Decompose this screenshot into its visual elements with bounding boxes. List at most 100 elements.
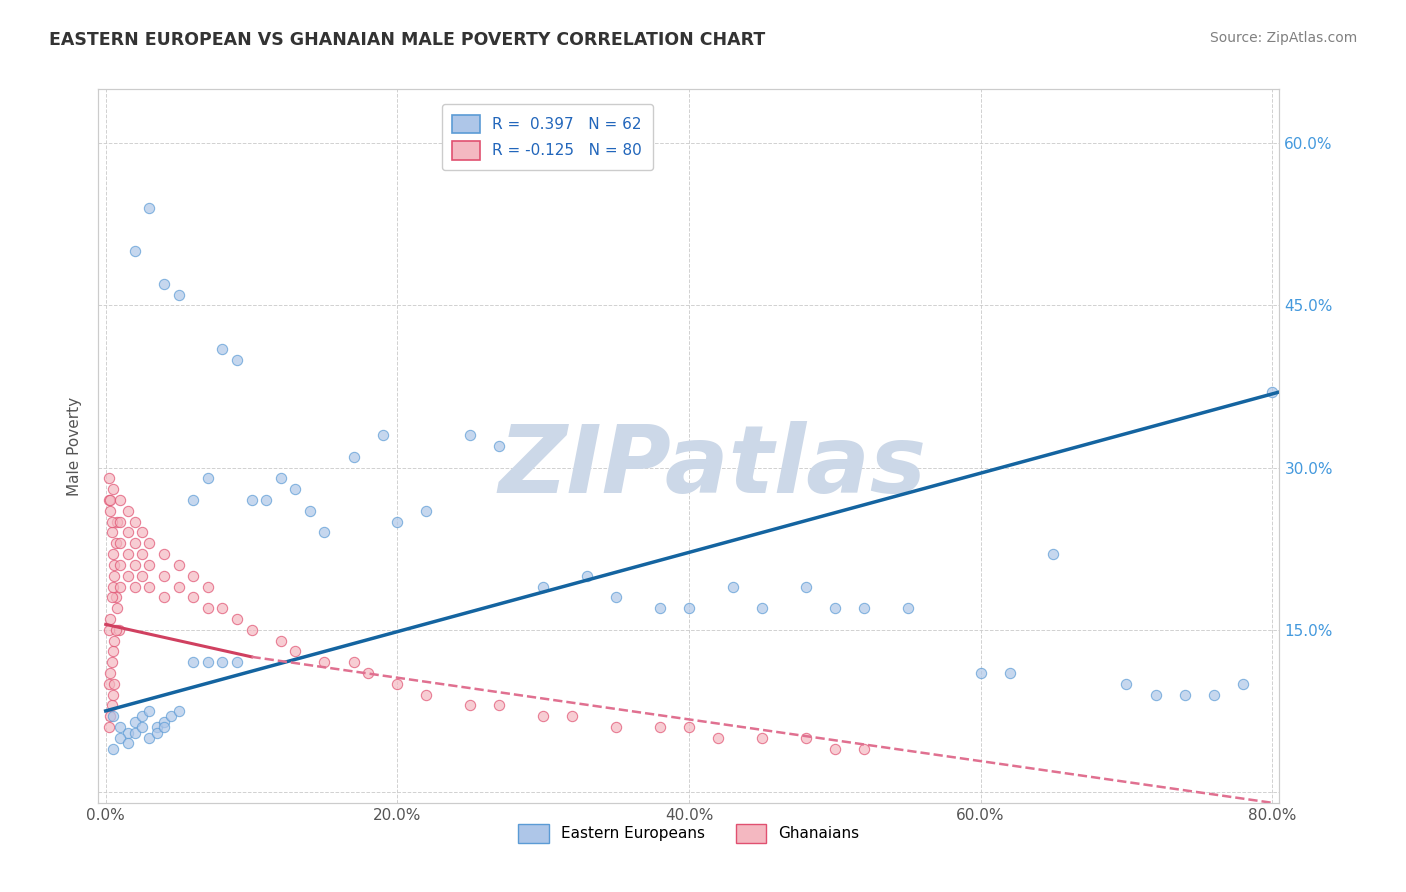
Point: [103, 677, 125, 691]
Point: [101, 741, 124, 756]
Point: [138, 580, 160, 594]
Point: [721, 580, 744, 594]
Point: [110, 558, 132, 572]
Point: [104, 536, 127, 550]
Point: [181, 493, 204, 508]
Point: [167, 558, 190, 572]
Point: [131, 720, 153, 734]
Point: [101, 644, 124, 658]
Point: [153, 277, 176, 291]
Point: [387, 515, 409, 529]
Point: [415, 688, 437, 702]
Point: [197, 655, 219, 669]
Point: [270, 633, 292, 648]
Point: [100, 698, 122, 713]
Point: [707, 731, 730, 745]
Point: [488, 439, 510, 453]
Point: [124, 580, 146, 594]
Point: [153, 568, 176, 582]
Point: [124, 515, 146, 529]
Point: [969, 666, 991, 681]
Point: [226, 655, 249, 669]
Point: [181, 591, 204, 605]
Legend: Eastern Europeans, Ghanaians: Eastern Europeans, Ghanaians: [512, 818, 866, 848]
Point: [117, 547, 139, 561]
Point: [138, 731, 160, 745]
Point: [98, 666, 121, 681]
Point: [852, 741, 875, 756]
Point: [458, 428, 481, 442]
Text: ZIPatlas: ZIPatlas: [499, 421, 927, 514]
Point: [145, 725, 167, 739]
Point: [751, 731, 773, 745]
Y-axis label: Male Poverty: Male Poverty: [67, 396, 83, 496]
Text: Source: ZipAtlas.com: Source: ZipAtlas.com: [1209, 31, 1357, 45]
Point: [605, 720, 627, 734]
Point: [101, 547, 124, 561]
Point: [284, 644, 307, 658]
Point: [488, 698, 510, 713]
Point: [131, 709, 153, 723]
Point: [211, 655, 233, 669]
Point: [794, 580, 817, 594]
Point: [298, 504, 321, 518]
Point: [138, 536, 160, 550]
Point: [98, 612, 121, 626]
Point: [153, 591, 176, 605]
Point: [226, 612, 249, 626]
Point: [181, 568, 204, 582]
Point: [254, 493, 277, 508]
Point: [98, 504, 121, 518]
Point: [98, 709, 121, 723]
Point: [1042, 547, 1064, 561]
Point: [108, 623, 131, 637]
Point: [1115, 677, 1137, 691]
Point: [104, 623, 127, 637]
Point: [97, 720, 120, 734]
Point: [105, 601, 128, 615]
Point: [387, 677, 409, 691]
Point: [124, 558, 146, 572]
Point: [124, 714, 146, 729]
Point: [103, 568, 125, 582]
Point: [103, 633, 125, 648]
Point: [110, 580, 132, 594]
Point: [131, 568, 153, 582]
Point: [1232, 677, 1254, 691]
Point: [117, 525, 139, 540]
Point: [117, 725, 139, 739]
Point: [103, 558, 125, 572]
Point: [1261, 384, 1284, 399]
Text: EASTERN EUROPEAN VS GHANAIAN MALE POVERTY CORRELATION CHART: EASTERN EUROPEAN VS GHANAIAN MALE POVERT…: [49, 31, 765, 49]
Point: [1144, 688, 1167, 702]
Point: [458, 698, 481, 713]
Point: [110, 731, 132, 745]
Point: [197, 471, 219, 485]
Point: [97, 677, 120, 691]
Point: [897, 601, 920, 615]
Point: [101, 688, 124, 702]
Point: [226, 352, 249, 367]
Point: [240, 623, 263, 637]
Point: [101, 709, 124, 723]
Point: [153, 720, 176, 734]
Point: [117, 568, 139, 582]
Point: [124, 244, 146, 259]
Point: [124, 536, 146, 550]
Point: [342, 655, 364, 669]
Point: [824, 741, 846, 756]
Point: [561, 709, 583, 723]
Point: [153, 547, 176, 561]
Point: [98, 493, 121, 508]
Point: [97, 471, 120, 485]
Point: [167, 580, 190, 594]
Point: [852, 601, 875, 615]
Point: [1202, 688, 1225, 702]
Point: [153, 714, 176, 729]
Point: [181, 655, 204, 669]
Point: [100, 515, 122, 529]
Point: [531, 709, 554, 723]
Point: [197, 580, 219, 594]
Point: [197, 601, 219, 615]
Point: [648, 720, 671, 734]
